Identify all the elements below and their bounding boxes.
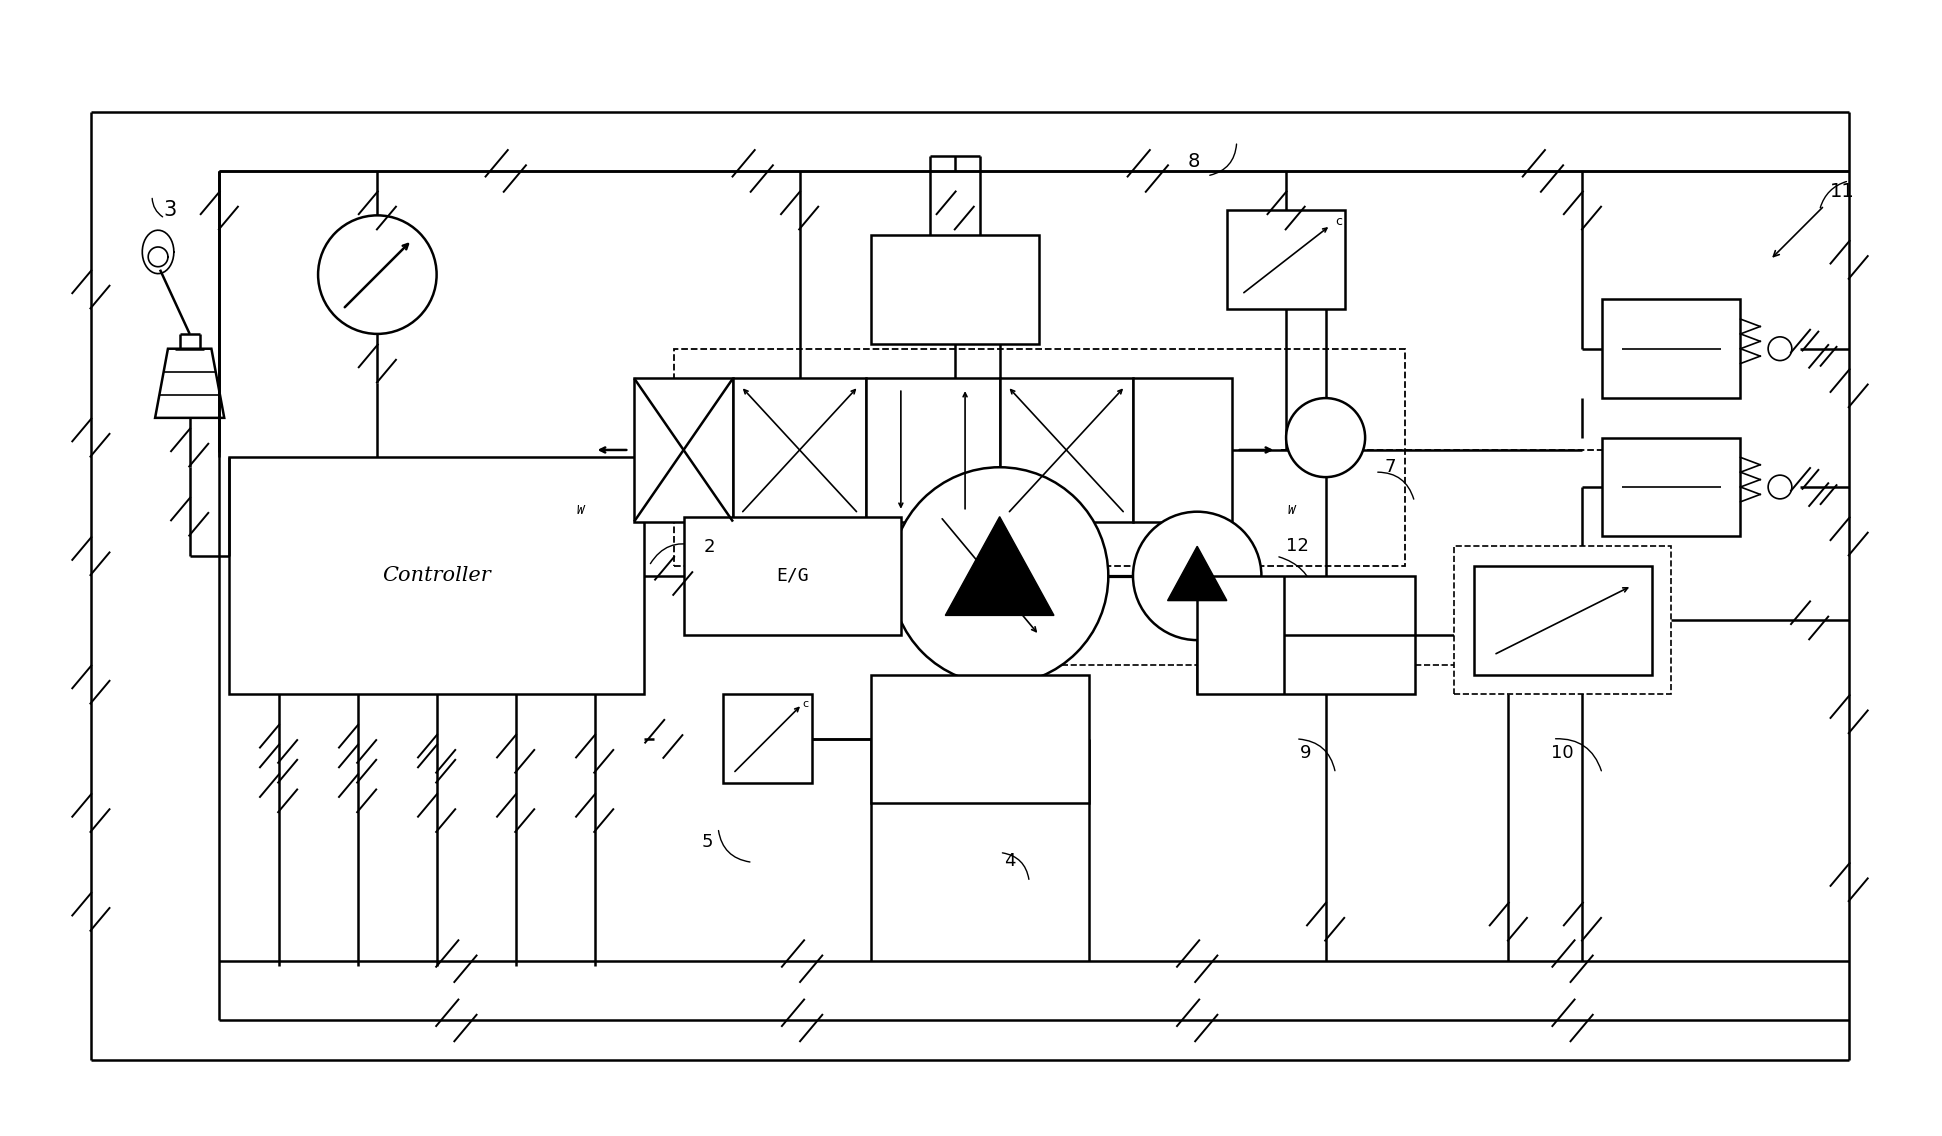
FancyArrowPatch shape <box>1299 740 1334 770</box>
Text: 12: 12 <box>1286 537 1309 556</box>
Text: W: W <box>1288 503 1295 517</box>
FancyArrowPatch shape <box>1210 144 1237 175</box>
Bar <box>1196 576 1414 694</box>
Text: 8: 8 <box>1187 152 1200 170</box>
Text: W: W <box>577 503 585 517</box>
Bar <box>674 349 1404 566</box>
Bar <box>1602 437 1740 536</box>
FancyArrowPatch shape <box>151 199 163 217</box>
Circle shape <box>1132 511 1262 640</box>
Circle shape <box>891 467 1109 685</box>
Circle shape <box>1286 398 1365 477</box>
Bar <box>732 378 866 521</box>
Text: 11: 11 <box>1829 182 1855 201</box>
Text: 7: 7 <box>1385 458 1396 476</box>
Polygon shape <box>1167 546 1227 601</box>
Text: 9: 9 <box>1299 744 1311 762</box>
Bar <box>722 694 812 784</box>
Text: 10: 10 <box>1552 744 1573 762</box>
FancyArrowPatch shape <box>1820 182 1847 208</box>
Text: 3: 3 <box>163 200 177 220</box>
Text: Controller: Controller <box>383 567 491 585</box>
FancyArrowPatch shape <box>1556 738 1602 771</box>
Bar <box>1000 378 1132 521</box>
Bar <box>866 378 1000 521</box>
Text: c: c <box>802 700 808 709</box>
Bar <box>872 235 1039 344</box>
Text: c: c <box>1336 216 1342 228</box>
FancyArrowPatch shape <box>1002 853 1029 879</box>
FancyArrowPatch shape <box>651 544 695 563</box>
Text: 5: 5 <box>701 833 713 851</box>
Bar <box>1132 378 1231 521</box>
FancyArrowPatch shape <box>1280 557 1315 593</box>
Text: 6: 6 <box>703 546 717 566</box>
Circle shape <box>318 216 437 334</box>
FancyArrowPatch shape <box>1008 710 1029 741</box>
FancyArrowPatch shape <box>717 562 752 598</box>
Text: 4: 4 <box>1004 852 1016 870</box>
Bar <box>1227 210 1346 309</box>
Bar <box>684 517 901 635</box>
Polygon shape <box>946 517 1055 616</box>
Text: 1: 1 <box>1004 696 1016 715</box>
Bar <box>1455 546 1672 694</box>
FancyArrowPatch shape <box>1377 473 1414 499</box>
FancyArrowPatch shape <box>719 830 750 862</box>
Bar <box>635 378 732 521</box>
Bar <box>1602 299 1740 398</box>
Text: E/G: E/G <box>777 567 808 585</box>
Text: 2: 2 <box>703 538 715 557</box>
Bar <box>872 675 1089 803</box>
Bar <box>229 458 645 694</box>
Bar <box>1474 566 1651 675</box>
